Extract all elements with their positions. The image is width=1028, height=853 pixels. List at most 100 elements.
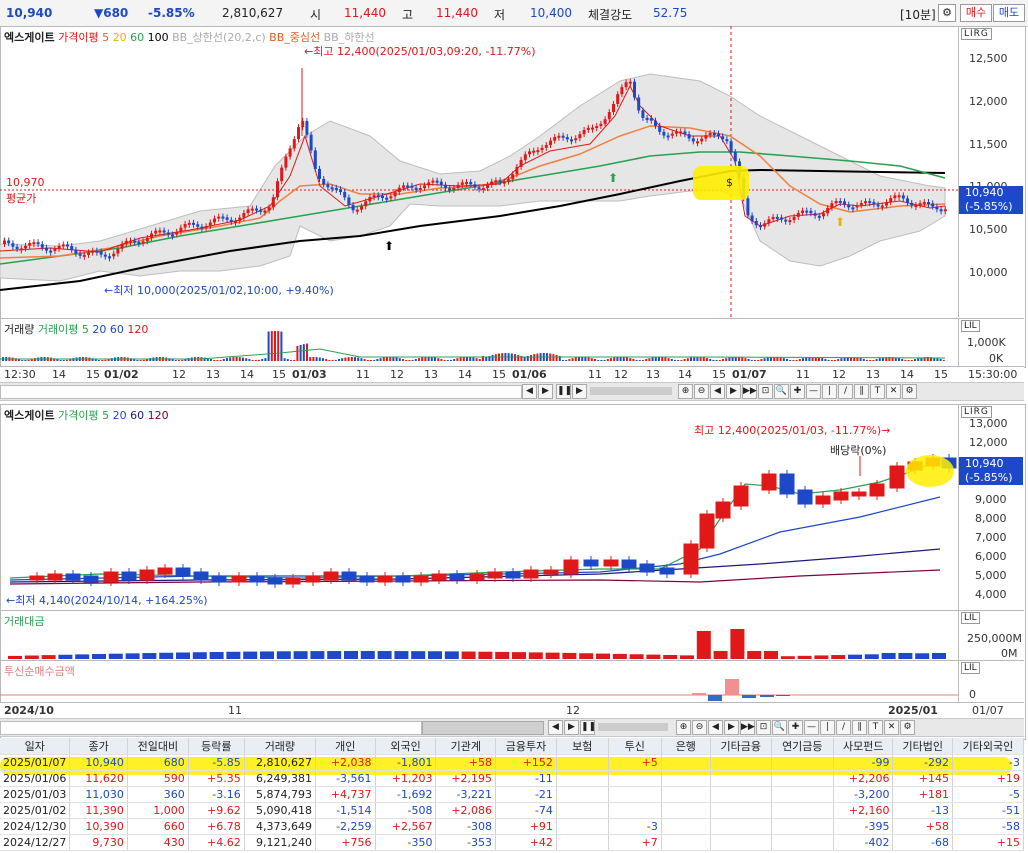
gear-icon[interactable]: ⚙ bbox=[938, 4, 956, 22]
volume-bar bbox=[53, 358, 56, 361]
crosshair-button[interactable]: ✚ bbox=[788, 720, 803, 735]
column-header[interactable]: 종가 bbox=[69, 738, 128, 755]
column-header[interactable]: 기관계 bbox=[435, 738, 497, 755]
table-row[interactable]: 2024/12/27 9,730 430 +4.62 9,121,240 +756 -350… bbox=[0, 834, 1024, 851]
zoom-in-button[interactable]: ⊕ bbox=[676, 720, 691, 735]
zoom-slider[interactable] bbox=[590, 387, 672, 395]
table-cell: -13 bbox=[892, 802, 953, 819]
investor-table[interactable]: 일자 종가 전일대비 등락률 거래량 개인 외국인 기관계 금융투자 보험 투신 은행 기타금융 연기금등… bbox=[0, 738, 1024, 851]
volume-bar bbox=[926, 357, 929, 361]
intraday-scrollbar[interactable]: ◀ ▶ ❚❚ ▶ ⊕ ⊖ ◀ ▶ ▶▶ ⊡ 🔍 ✚ — | / ∥ T ✕ ⚙ bbox=[0, 382, 1024, 401]
pause-button[interactable]: ❚❚ bbox=[580, 720, 596, 735]
column-header[interactable]: 은행 bbox=[661, 738, 711, 755]
daily-scrollbar[interactable]: ◀ ▶ ❚❚ ⊕ ⊖ ◀ ▶ ▶▶ ⊡ 🔍 ✚ — | / ∥ T ✕ ⚙ bbox=[0, 718, 1024, 737]
volume-bar bbox=[648, 358, 651, 361]
scroll-right-button[interactable]: ▶ bbox=[538, 384, 553, 399]
candle-body bbox=[393, 192, 397, 197]
daily-candle-body bbox=[29, 575, 45, 581]
column-header[interactable]: 기타금융 bbox=[710, 738, 772, 755]
magnify-button[interactable]: 🔍 bbox=[772, 720, 787, 735]
volume-bar bbox=[667, 358, 670, 361]
hline-button[interactable]: — bbox=[806, 384, 821, 399]
scroll-track[interactable] bbox=[0, 721, 422, 735]
candle-body bbox=[318, 168, 321, 179]
interval-selector[interactable]: [10분] bbox=[900, 8, 936, 22]
investor-table-container[interactable]: 일자 종가 전일대비 등락률 거래량 개인 외국인 기관계 금융투자 보험 투신 은행 기타금융 연기금등… bbox=[0, 738, 1024, 853]
erase-button[interactable]: ✕ bbox=[886, 384, 901, 399]
settings-button[interactable]: ⚙ bbox=[902, 384, 917, 399]
volume-bar bbox=[462, 357, 465, 361]
table-cell: +2,160 bbox=[833, 802, 894, 819]
settings-button[interactable]: ⚙ bbox=[900, 720, 915, 735]
scroll-left-button[interactable]: ◀ bbox=[522, 384, 537, 399]
scroll-thumb[interactable] bbox=[422, 721, 544, 735]
daily-toolbar[interactable]: LIRG bbox=[961, 406, 992, 418]
pause-button[interactable]: ❚❚ bbox=[556, 384, 572, 399]
vline-button[interactable]: | bbox=[822, 384, 837, 399]
daily-price-chart[interactable] bbox=[0, 404, 958, 610]
fit-button[interactable]: ⊡ bbox=[758, 384, 773, 399]
column-header[interactable]: 금융투자 bbox=[495, 738, 557, 755]
volume-bar bbox=[846, 357, 849, 361]
zoom-out-button[interactable]: ⊖ bbox=[694, 384, 709, 399]
intraday-price-chart[interactable]: $ ⬆ ⬆ ⬆ bbox=[0, 26, 958, 318]
trend-button[interactable]: / bbox=[836, 720, 851, 735]
column-header[interactable]: 일자 bbox=[0, 738, 71, 755]
scroll-right-button[interactable]: ▶ bbox=[564, 720, 579, 735]
text-button[interactable]: T bbox=[868, 720, 883, 735]
column-header[interactable]: 연기금등 bbox=[771, 738, 834, 755]
volume-toolbar[interactable]: LIL bbox=[961, 320, 980, 332]
amount-bar bbox=[444, 651, 459, 659]
trust-toolbar[interactable]: LIL bbox=[961, 662, 980, 674]
table-row[interactable]: 2025/01/03 11,030 360 -3.16 5,874,793 +4,737-… bbox=[0, 786, 1024, 803]
column-header[interactable]: 투신 bbox=[608, 738, 662, 755]
zoom-in-button[interactable]: ⊕ bbox=[678, 384, 693, 399]
trend-button[interactable]: / bbox=[838, 384, 853, 399]
table-cell: -51 bbox=[952, 802, 1024, 819]
column-header[interactable]: 보험 bbox=[556, 738, 609, 755]
nav-button[interactable]: ◀ bbox=[710, 384, 725, 399]
table-row[interactable]: 2025/01/06 11,620 590 +5.35 6,249,381 -3,561 +… bbox=[0, 770, 1024, 787]
crosshair-button[interactable]: ✚ bbox=[790, 384, 805, 399]
column-header[interactable]: 전일대비 bbox=[127, 738, 189, 755]
fit-button[interactable]: ⊡ bbox=[756, 720, 771, 735]
volume-bar bbox=[578, 357, 580, 361]
nav-button[interactable]: ◀ bbox=[708, 720, 723, 735]
channel-button[interactable]: ∥ bbox=[854, 384, 869, 399]
column-header[interactable]: 등락률 bbox=[188, 738, 245, 755]
nav-button[interactable]: ▶▶ bbox=[742, 384, 757, 399]
daily-current-price-tag: 10,940 (-5.85%) bbox=[959, 457, 1023, 485]
nav-button[interactable]: ▶ bbox=[726, 384, 741, 399]
zoom-slider[interactable] bbox=[598, 723, 668, 731]
play-button[interactable]: ▶ bbox=[572, 384, 587, 399]
column-header[interactable]: 기타외국인 bbox=[952, 738, 1024, 755]
amount-toolbar[interactable]: LIL bbox=[961, 612, 980, 624]
table-row[interactable]: 2024/12/30 10,390 660 +6.78 4,373,649 -2,259 +… bbox=[0, 818, 1024, 835]
sell-button[interactable]: 매도 bbox=[993, 4, 1025, 22]
column-header[interactable]: 거래량 bbox=[244, 738, 316, 755]
scroll-left-button[interactable]: ◀ bbox=[548, 720, 563, 735]
volume-bar bbox=[622, 357, 625, 361]
candle-body bbox=[229, 219, 233, 222]
chart-toolbar[interactable]: LIRG bbox=[961, 28, 992, 40]
candle-body bbox=[691, 138, 695, 142]
vline-button[interactable]: | bbox=[820, 720, 835, 735]
scroll-track[interactable] bbox=[0, 385, 522, 399]
candle-body bbox=[927, 202, 930, 205]
magnify-button[interactable]: 🔍 bbox=[774, 384, 789, 399]
nav-button[interactable]: ▶▶ bbox=[740, 720, 755, 735]
column-header[interactable]: 사모펀드 bbox=[833, 738, 894, 755]
column-header[interactable]: 개인 bbox=[315, 738, 376, 755]
channel-button[interactable]: ∥ bbox=[852, 720, 867, 735]
date-tick: 2025/01 bbox=[888, 704, 938, 717]
column-header[interactable]: 외국인 bbox=[375, 738, 437, 755]
text-button[interactable]: T bbox=[870, 384, 885, 399]
erase-button[interactable]: ✕ bbox=[884, 720, 899, 735]
hline-button[interactable]: — bbox=[804, 720, 819, 735]
column-header[interactable]: 기타법인 bbox=[892, 738, 953, 755]
buy-button[interactable]: 매수 bbox=[960, 4, 992, 22]
nav-button[interactable]: ▶ bbox=[724, 720, 739, 735]
table-row[interactable]: 2025/01/07 10,940 680 -5.85 2,810,627 +2,038-… bbox=[0, 754, 1024, 771]
zoom-out-button[interactable]: ⊖ bbox=[692, 720, 707, 735]
table-row[interactable]: 2025/01/02 11,390 1,000 +9.62 5,090,418 -1,51… bbox=[0, 802, 1024, 819]
